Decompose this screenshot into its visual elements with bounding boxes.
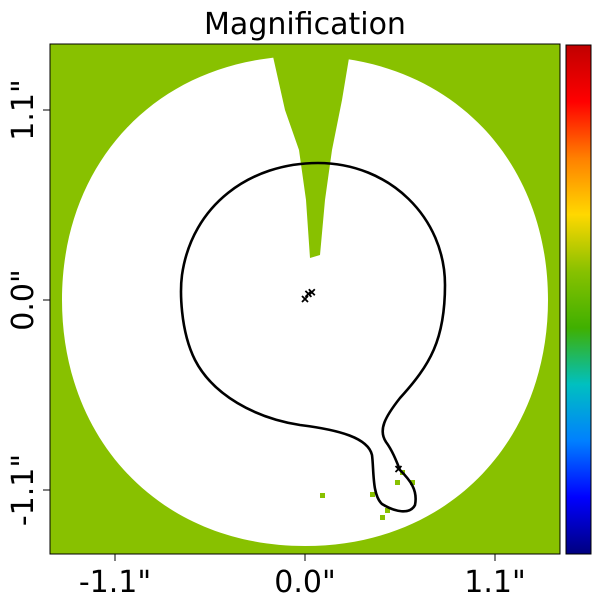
y-tick-label-2: -1.1" [6, 454, 41, 526]
x-tick-label-1: 0.0" [274, 565, 336, 600]
source-markers [301, 288, 403, 473]
source-marker-2 [304, 290, 313, 298]
x-axis: -1.1" 0.0" 1.1" [79, 554, 526, 600]
critical-curve [179, 161, 447, 513]
y-axis: 1.1" 0.0" -1.1" [6, 79, 50, 526]
source-marker-0 [301, 295, 309, 303]
magnification-region-outer [50, 44, 560, 554]
y-tick-label-1: 0.0" [6, 269, 41, 331]
source-marker-3 [394, 465, 403, 473]
magnification-region-patches [320, 470, 415, 520]
colorbar [565, 44, 592, 555]
x-tick-label-2: 1.1" [464, 565, 526, 600]
y-tick-label-0: 1.1" [6, 79, 41, 141]
chart-title: Magnification [204, 7, 406, 42]
plot-area [49, 43, 561, 555]
x-tick-label-0: -1.1" [79, 565, 151, 600]
magnification-region-wedge [272, 52, 350, 258]
